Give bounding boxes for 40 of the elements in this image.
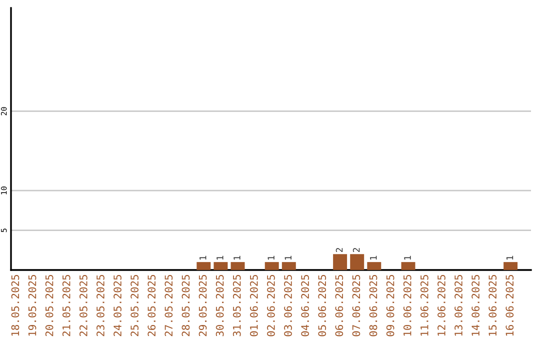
x-tick-label: 06.06.2025 <box>335 275 344 336</box>
x-tick-label: 04.06.2025 <box>301 275 309 336</box>
data-label: 1 <box>370 256 377 260</box>
x-tick-label: 25.05.2025 <box>130 275 139 336</box>
x-tick-label: 11.06.2025 <box>420 275 428 336</box>
data-label: 1 <box>268 256 274 260</box>
x-tick-label: 28.05.2025 <box>182 275 190 336</box>
x-tick-label: 18.05.2025 <box>11 275 20 336</box>
x-tick-label: 31.05.2025 <box>232 275 241 336</box>
data-label: 1 <box>506 256 514 260</box>
x-tick-label: 24.05.2025 <box>114 275 122 336</box>
x-tick-label: 07.06.2025 <box>352 275 360 336</box>
x-tick-label: 27.05.2025 <box>164 275 173 336</box>
x-tick-label: 10.06.2025 <box>403 275 412 336</box>
x-tick-label: 20.05.2025 <box>45 275 54 336</box>
x-tick-label: 12.06.2025 <box>438 275 446 336</box>
x-tick-label: 09.06.2025 <box>386 275 394 336</box>
data-label: 2 <box>352 248 360 252</box>
x-tick-label: 30.05.2025 <box>216 275 224 336</box>
x-tick-label: 21.05.2025 <box>62 275 70 336</box>
x-tick-label: 19.05.2025 <box>28 275 36 336</box>
data-label: 1 <box>216 256 224 260</box>
x-tick-label: 13.06.2025 <box>454 275 462 336</box>
data-label: 1 <box>284 256 292 260</box>
x-tick-label: 08.06.2025 <box>369 275 378 336</box>
x-tick-label: 02.06.2025 <box>267 275 275 336</box>
x-tick-label: 03.06.2025 <box>284 275 292 336</box>
x-tick-label: 05.06.2025 <box>318 275 326 336</box>
x-tick-label: 15.06.2025 <box>488 275 497 336</box>
data-label: 2 <box>336 248 343 252</box>
data-label: 1 <box>200 256 206 260</box>
x-tick-label: 16.06.2025 <box>506 275 514 336</box>
x-tick-label: 26.05.2025 <box>148 275 156 336</box>
x-tick-label: 29.05.2025 <box>198 275 207 336</box>
data-label: 1 <box>234 256 240 260</box>
data-label: 1 <box>404 256 411 260</box>
x-tick-label: 14.06.2025 <box>472 275 480 336</box>
x-tick-label: 23.05.2025 <box>96 275 104 336</box>
x-tick-label: 01.06.2025 <box>250 275 258 336</box>
x-tick-label: 22.05.2025 <box>79 275 88 336</box>
